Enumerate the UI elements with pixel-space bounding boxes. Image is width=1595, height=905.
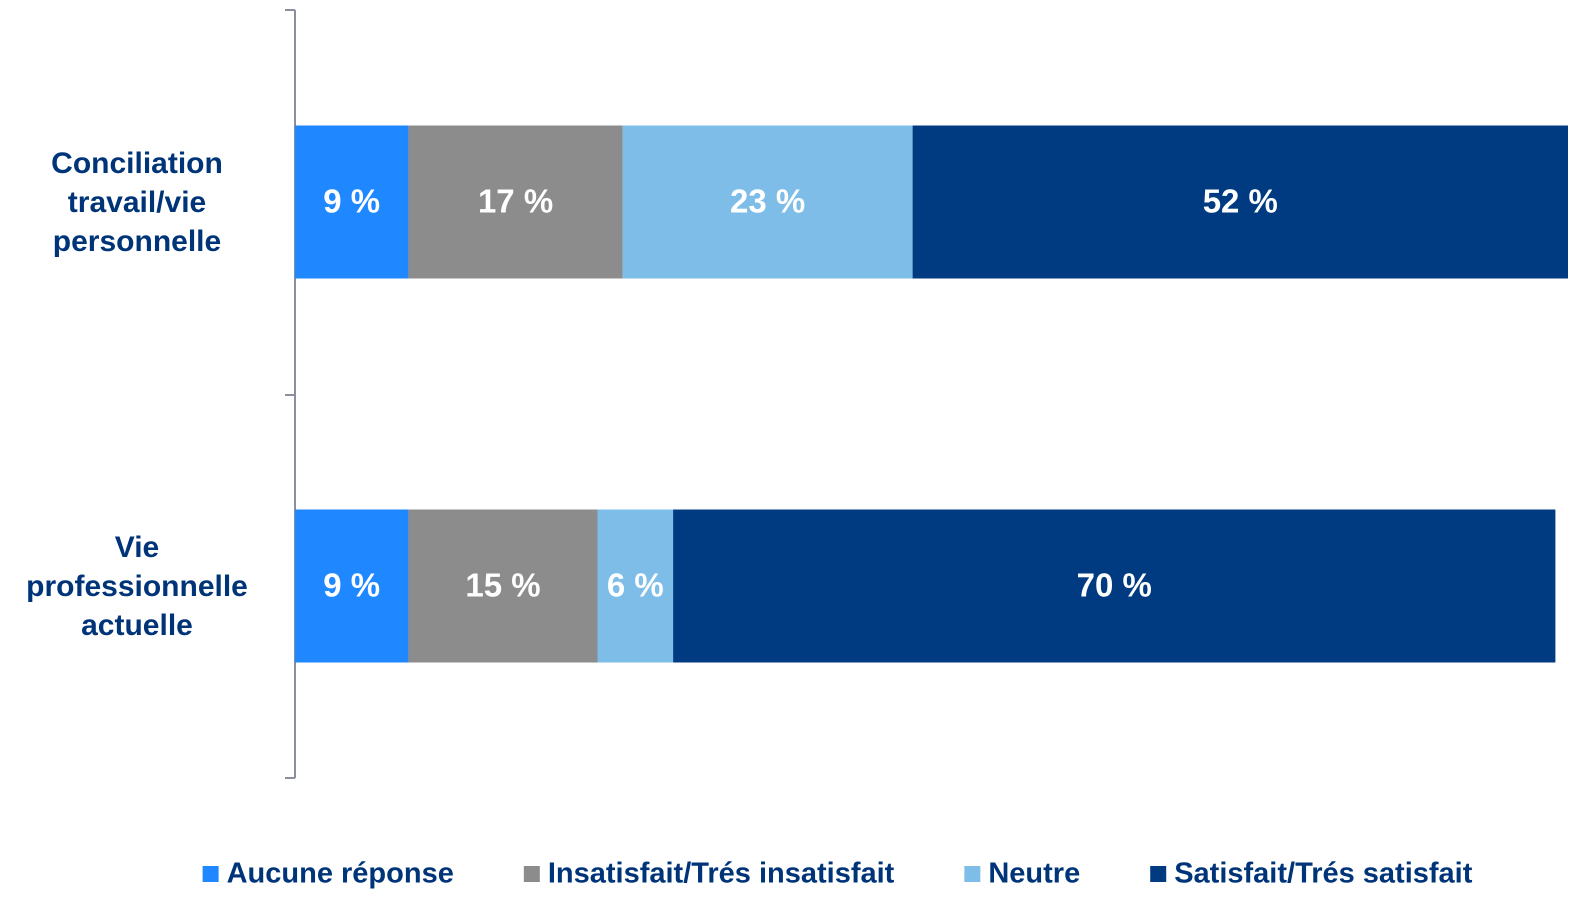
bar-segment bbox=[408, 125, 623, 279]
legend-label: Aucune réponse bbox=[227, 858, 454, 890]
data-label: 15 % bbox=[465, 567, 540, 604]
bar-segment bbox=[597, 509, 674, 663]
bar-segment bbox=[408, 509, 598, 663]
data-label: 70 % bbox=[1077, 567, 1152, 604]
data-label: 9 % bbox=[323, 183, 380, 220]
data-label: 23 % bbox=[730, 183, 805, 220]
bar-segment bbox=[295, 509, 409, 663]
category-label: Conciliation travail/vie personnelle bbox=[51, 146, 223, 258]
data-label: 52 % bbox=[1203, 183, 1278, 220]
bar-segment bbox=[622, 125, 913, 279]
legend-label: Satisfait/Trés satisfait bbox=[1174, 858, 1473, 890]
data-label: 9 % bbox=[323, 567, 380, 604]
category-label: Vie professionnelle actuelle bbox=[26, 530, 248, 642]
legend-swatch bbox=[1150, 866, 1167, 882]
bar-segment bbox=[295, 125, 409, 279]
legend-swatch bbox=[202, 866, 219, 882]
data-label: 17 % bbox=[478, 183, 553, 220]
category-axis bbox=[285, 9, 296, 779]
legend-swatch bbox=[523, 866, 540, 882]
bar-segment bbox=[673, 509, 1556, 663]
bar-segment bbox=[912, 125, 1568, 279]
legend-swatch bbox=[964, 866, 981, 882]
legend-label: Neutre bbox=[988, 858, 1080, 890]
data-label: 6 % bbox=[607, 567, 664, 604]
legend-label: Insatisfait/Trés insatisfait bbox=[548, 858, 895, 890]
